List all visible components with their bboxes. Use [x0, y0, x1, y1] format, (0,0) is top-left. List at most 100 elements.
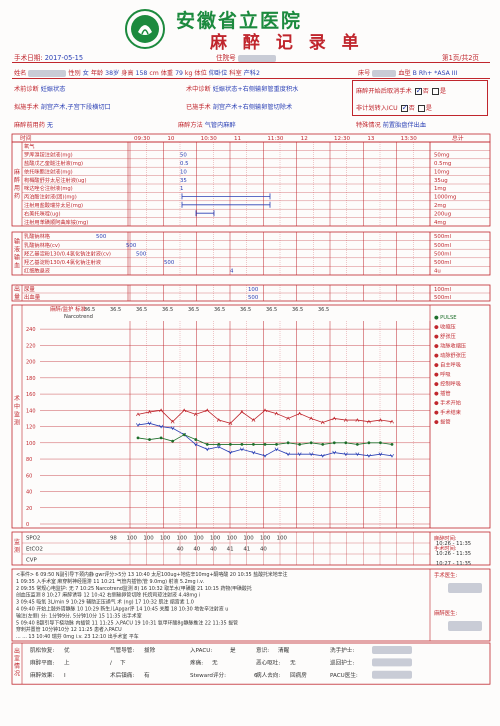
pacu-value: 6	[254, 673, 258, 679]
cancel-flag-row: 麻醉开始后取消手术 否 是	[356, 86, 446, 96]
systolic-point	[297, 411, 302, 416]
temp-value: 36.5	[318, 307, 329, 313]
done-op-label: 已施手术	[186, 104, 211, 111]
drug-value: 50	[180, 153, 187, 159]
cancel-no-checkbox[interactable]	[414, 86, 422, 95]
y-tick: 180	[26, 376, 36, 382]
drug-name: 依托咪酯注射液(mg)	[24, 167, 73, 175]
systolic-point	[159, 408, 163, 413]
fluid-total: 500ml	[434, 260, 451, 266]
y-tick: 40	[26, 490, 32, 496]
drugs-side-label-char: 药	[14, 192, 20, 200]
pacu-value: 拔除	[144, 646, 156, 654]
fluid-value: 500	[164, 260, 175, 266]
output-name: 尿量	[24, 286, 35, 293]
icu-no-checkbox[interactable]	[400, 103, 408, 112]
surgeon-label: 手术医生:	[434, 571, 458, 579]
monitor-value: 100	[177, 536, 188, 542]
systolic-point	[136, 412, 140, 417]
drug-value: 35	[180, 178, 187, 184]
temp-value: 36.5	[266, 307, 277, 313]
fluid-value: 500	[126, 243, 137, 249]
height-label: 身高	[121, 70, 134, 77]
systolic-point	[228, 421, 233, 426]
monitor-frame	[11, 531, 491, 566]
drug-name: 右美托咪啶(ug)	[24, 209, 61, 217]
monitor-value: 41	[243, 547, 250, 553]
monitor-name: CVP	[26, 558, 37, 564]
pulse-point	[286, 441, 290, 445]
drug-name: 咪达唑仑注射液(mg)	[24, 184, 73, 192]
planned-op-label: 拟施手术	[14, 104, 39, 111]
systolic-point	[193, 412, 198, 417]
legend-item: ● 控制呼吸	[434, 380, 462, 388]
pacu-value: 清醒	[278, 646, 290, 654]
nurse-label: 洗手护士:	[330, 646, 354, 654]
pacu-value: 上	[64, 658, 70, 666]
surgeon-redacted	[448, 583, 482, 593]
sex-value: 女	[82, 70, 89, 77]
diastolic-point	[228, 450, 233, 455]
cancel-label: 麻醉开始后取消手术	[356, 88, 412, 95]
icu-yes-checkbox[interactable]	[417, 104, 425, 112]
monitor-value: 100	[160, 536, 171, 542]
surgery-date-label: 手术日期:	[14, 54, 43, 62]
output-value: 500	[248, 295, 259, 301]
pulse-point	[321, 443, 325, 446]
monitor-value: 100	[227, 536, 238, 542]
cancel-yes-checkbox[interactable]	[431, 87, 439, 95]
pacu-side-label-char: 室	[14, 655, 20, 663]
flags-box	[352, 80, 488, 116]
diastolic-point	[170, 426, 175, 431]
monitor-time-value: 10:27 - 11:35	[436, 561, 471, 567]
monitor-value: 40	[210, 547, 217, 553]
systolic-point	[170, 419, 175, 424]
diastolic-point	[286, 452, 290, 457]
drug-name: 注射用苯磺顺阿曲库铵(mg)	[24, 218, 88, 226]
monitor-value: 100	[243, 536, 254, 542]
premed-label: 麻醉前用药	[14, 122, 45, 129]
drug-name: 注射用盐酸瑞芬太尼(mg)	[24, 201, 83, 209]
icu-no-label: 否	[408, 105, 415, 112]
event-line: 5 09:40 B超引导下桡动脉 内插管 11 11:25 入PACU 19 1…	[16, 619, 238, 626]
fluids-side-label-char: 血	[14, 262, 20, 270]
diastolic-point	[193, 442, 198, 447]
timeline-tick: 11:30	[267, 136, 284, 142]
fluids-side-label-char: 输	[14, 238, 20, 246]
drug-total: 1000mg	[434, 195, 456, 201]
monitor-value: 98	[110, 536, 117, 542]
timeline-tick: 10	[167, 136, 175, 142]
drug-value: 0.5	[180, 161, 189, 167]
monitor-value: 100	[210, 536, 221, 542]
drug-total: 2mg	[434, 203, 446, 209]
timeline-tick: 13	[367, 136, 375, 142]
age-label: 年龄	[90, 70, 104, 77]
nurse-redacted	[372, 646, 412, 654]
premed-value: 无	[46, 122, 54, 129]
diastolic-point	[355, 452, 360, 457]
event-line: 创血压监测 8 10:27 麻醉诱导 12 10:42 右侧输卵管切除 托烷司琼…	[16, 592, 200, 599]
temp-value: 36.5	[240, 307, 251, 313]
dept-label: 科室	[229, 70, 242, 77]
diastolic-point	[159, 424, 163, 429]
pulse-point	[252, 443, 255, 446]
pulse-point	[182, 433, 186, 437]
vitals-header: 麻醉/监护 标准	[50, 305, 86, 313]
name-redacted	[28, 69, 67, 77]
series-line-0	[137, 409, 393, 424]
pulse-point	[136, 436, 140, 440]
pacu-value: 回病房	[290, 671, 307, 679]
height-unit: cm	[149, 70, 159, 77]
monitor-name: SPO2	[26, 536, 40, 542]
pacu-value: 无	[212, 659, 218, 666]
monitor-value: 100	[193, 536, 204, 542]
drug-total: 4mg	[434, 220, 446, 226]
timeline-tick: 13:30	[401, 136, 418, 142]
event-line: 3 09:45 吸氧 3L/min 9 10:29 辅助正压通气 术 (ng) …	[16, 599, 194, 606]
anesth-label: 麻醉医生:	[434, 609, 458, 617]
fluid-total: 500ml	[434, 251, 451, 257]
cancel-no-label: 否	[422, 88, 429, 95]
pacu-key: 入PACU:	[190, 648, 212, 654]
pulse-point	[344, 441, 348, 445]
